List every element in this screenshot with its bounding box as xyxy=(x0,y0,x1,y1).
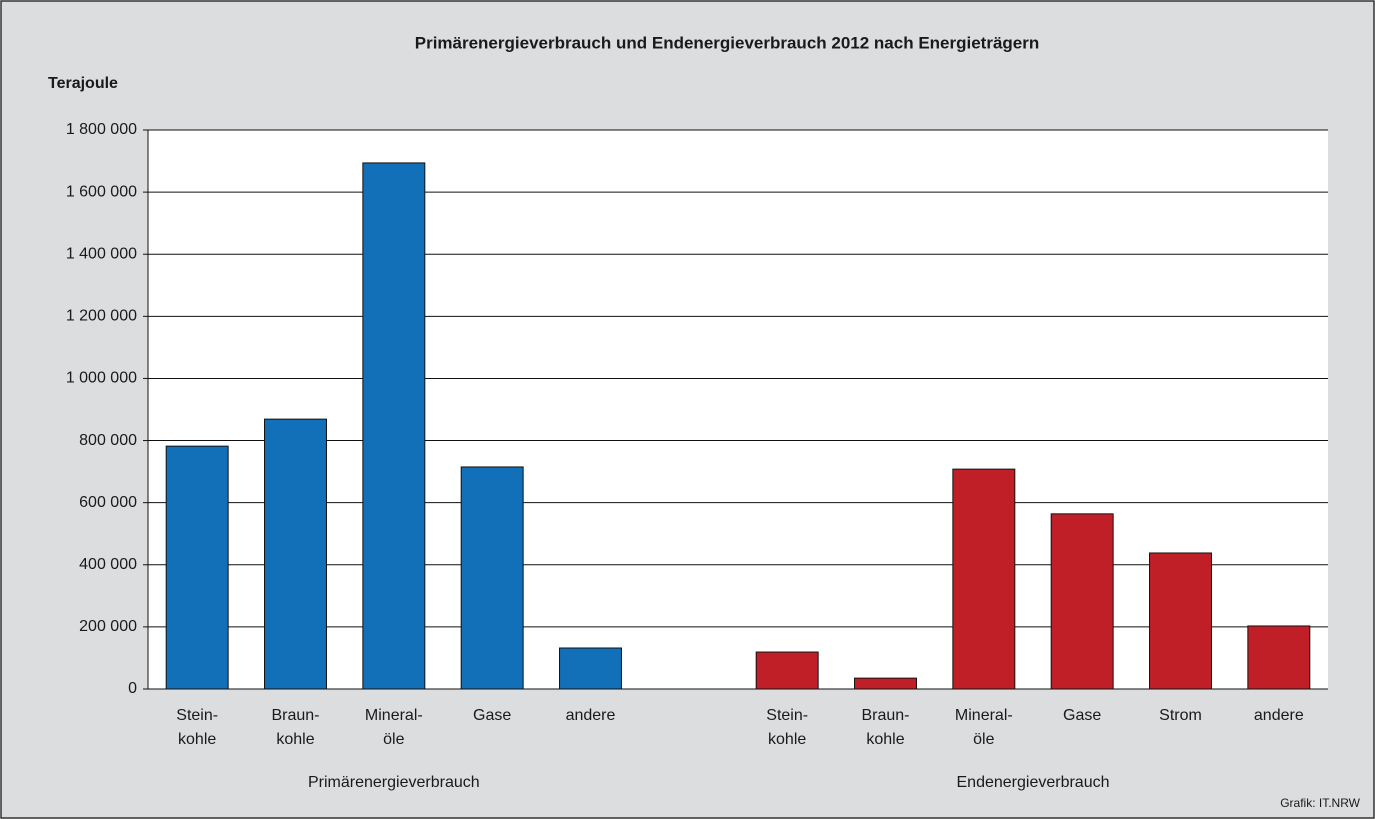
x-tick-label-line: Braun- xyxy=(861,707,909,724)
x-tick-label-line: Mineral- xyxy=(955,707,1013,724)
x-tick-label-line: kohle xyxy=(178,731,216,748)
bar xyxy=(1050,513,1114,690)
bar xyxy=(1247,625,1311,690)
bar xyxy=(264,418,327,690)
bar xyxy=(559,647,622,690)
bar xyxy=(755,651,819,690)
x-tick-label-line: kohle xyxy=(768,731,806,748)
x-tick-label: Gase xyxy=(473,707,511,724)
x-tick-label-line: kohle xyxy=(866,731,904,748)
x-tick-label-line: andere xyxy=(1254,707,1304,724)
x-tick-label: andere xyxy=(1254,707,1304,724)
bar xyxy=(165,445,229,690)
y-tick-label: 800 000 xyxy=(79,432,137,449)
bar xyxy=(1149,552,1212,690)
y-axis-label: Terajoule xyxy=(48,75,118,92)
x-tick-label: Mineral-öle xyxy=(955,707,1013,748)
bar xyxy=(362,162,426,690)
chart-title: Primärenergieverbrauch und Endenergiever… xyxy=(415,33,1040,52)
x-tick-label: Braun-kohle xyxy=(271,707,319,748)
y-tick-label: 1 200 000 xyxy=(66,308,137,325)
y-tick-label: 1 000 000 xyxy=(66,370,137,387)
x-tick-label: Braun-kohle xyxy=(861,707,909,748)
y-tick-label: 1 800 000 xyxy=(66,121,137,138)
bar xyxy=(854,677,917,690)
source: Grafik: IT.NRW xyxy=(1280,796,1360,810)
bar xyxy=(460,466,524,690)
y-tick-label: 200 000 xyxy=(79,618,137,635)
x-tick-label: Stein-kohle xyxy=(176,707,218,748)
x-tick-label-line: Braun- xyxy=(271,707,319,724)
y-tick-label: 1 400 000 xyxy=(66,245,137,262)
x-tick-label-line: Gase xyxy=(473,707,511,724)
plot-area xyxy=(148,130,1328,689)
y-tick-label: 0 xyxy=(128,680,137,697)
y-tick-label: 400 000 xyxy=(79,556,137,573)
y-tick-label: 1 600 000 xyxy=(66,183,137,200)
x-tick-label-line: kohle xyxy=(276,731,314,748)
group-label: Primärenergieverbrauch xyxy=(308,774,480,791)
x-tick-label: Gase xyxy=(1063,707,1101,724)
x-tick-label-line: öle xyxy=(973,731,994,748)
x-tick-label-line: Strom xyxy=(1159,707,1202,724)
x-tick-label: andere xyxy=(566,707,616,724)
x-tick-label-line: öle xyxy=(383,731,404,748)
x-tick-label: Stein-kohle xyxy=(766,707,808,748)
x-tick-label: Mineral-öle xyxy=(365,707,423,748)
x-tick-label-line: Stein- xyxy=(766,707,808,724)
x-tick-label-line: Stein- xyxy=(176,707,218,724)
y-tick-label: 600 000 xyxy=(79,494,137,511)
x-tick-label-line: Mineral- xyxy=(365,707,423,724)
group-label: Endenergieverbrauch xyxy=(957,774,1110,791)
x-tick-label-line: andere xyxy=(566,707,616,724)
x-tick-label: Strom xyxy=(1159,707,1202,724)
bar xyxy=(952,468,1016,690)
x-tick-label-line: Gase xyxy=(1063,707,1101,724)
